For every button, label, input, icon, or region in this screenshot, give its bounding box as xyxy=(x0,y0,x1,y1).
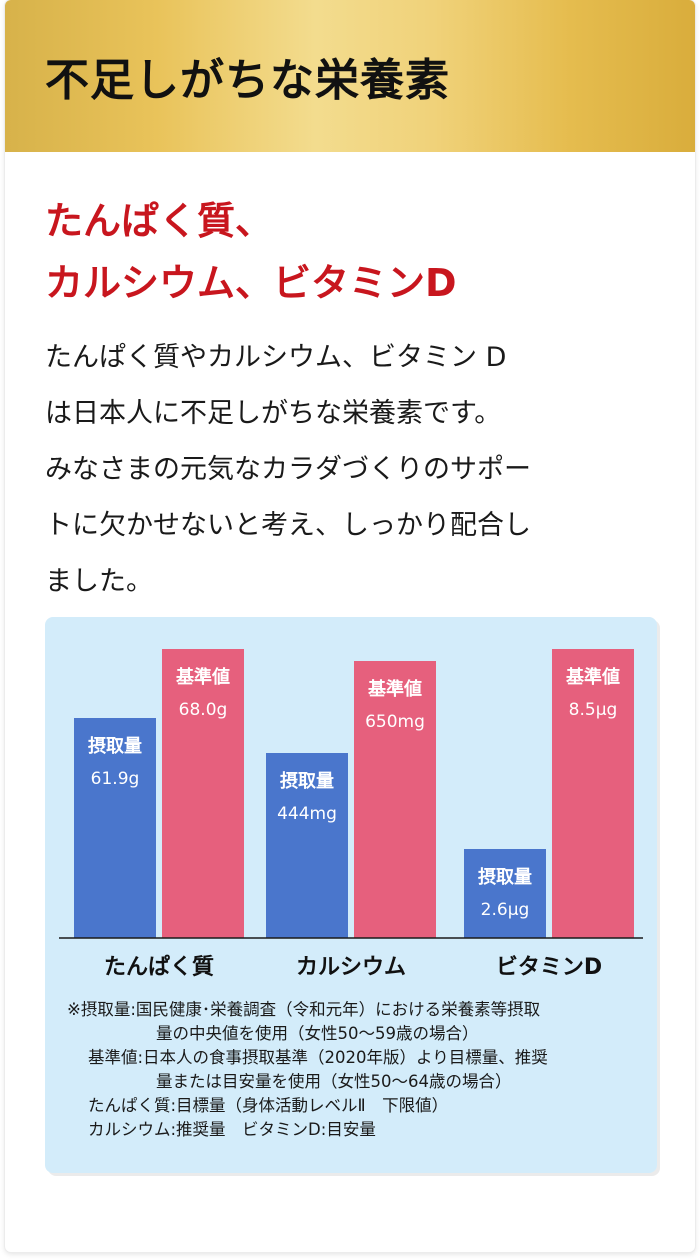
value-label: 61.9g xyxy=(91,769,140,789)
description-line: は日本人に不足しがちな栄養素です。 xyxy=(45,398,502,429)
subtitle-line: たんぱく質、 xyxy=(45,199,274,243)
description-line: みなさまの元気なカラダづくりのサポー xyxy=(45,454,531,485)
note-line: ※摂取量:国民健康･栄養調査（令和元年）における栄養素等摂取 xyxy=(67,1000,541,1019)
value-label: 8.5μg xyxy=(569,700,618,720)
series-label: 基準値 xyxy=(175,666,230,688)
intake-bar-2 xyxy=(266,753,348,938)
note-line: たんぱく質:目標量（身体活動レベルⅡ 下限値） xyxy=(88,1096,449,1115)
bar-chart: 摂取量 61.9g 摂取量 444mg 摂取量 2.6μg 基準値 68.0g 基準値 650mg… xyxy=(59,649,643,980)
note-line: 基準値:日本人の食事摂取基準（2020年版）より目標量、推奨 xyxy=(88,1048,548,1067)
category-label: ビタミンD xyxy=(496,955,602,980)
description-line: トに欠かせないと考え、しっかり配合し xyxy=(45,510,531,541)
header-banner: 不足しがちな栄養素 xyxy=(5,0,695,152)
series-label: 摂取量 xyxy=(478,866,532,888)
standard-bar-2 xyxy=(354,661,436,938)
value-label: 68.0g xyxy=(179,700,228,720)
description-text: たんぱく質やカルシウム、ビタミン D は日本人に不足しがちな栄養素です。 みなさ… xyxy=(45,330,665,610)
series-label: 基準値 xyxy=(367,678,422,700)
series-label: 基準値 xyxy=(565,666,620,688)
chart-notes: ※摂取量:国民健康･栄養調査（令和元年）における栄養素等摂取 量の中央値を使用（… xyxy=(67,998,657,1142)
nutrient-card: 不足しがちな栄養素 たんぱく質、 カルシウム、ビタミンD たんぱく質やカルシウム… xyxy=(5,0,695,1252)
series-label: 摂取量 xyxy=(280,770,334,792)
standard-bar-3 xyxy=(552,649,634,938)
intake-bar-3 xyxy=(464,849,546,938)
subtitle-line: カルシウム、ビタミンD xyxy=(45,261,457,305)
note-line: カルシウム:推奨量 ビタミンD:目安量 xyxy=(88,1120,376,1139)
note-line: 量または目安量を使用（女性50～64歳の場合） xyxy=(156,1072,512,1091)
description-line: ました。 xyxy=(45,566,153,597)
nutrient-subtitle: たんぱく質、 カルシウム、ビタミンD xyxy=(45,190,665,314)
value-label: 2.6μg xyxy=(481,900,530,920)
chart-panel: 摂取量 61.9g 摂取量 444mg 摂取量 2.6μg 基準値 68.0g 基準値 650mg… xyxy=(45,617,657,1173)
description-line: たんぱく質やカルシウム、ビタミン D xyxy=(45,342,507,373)
series-label: 摂取量 xyxy=(88,735,142,757)
note-line: 量の中央値を使用（女性50～59歳の場合） xyxy=(156,1024,479,1043)
intake-bar-1 xyxy=(74,718,156,938)
value-label: 650mg xyxy=(365,712,425,732)
value-label: 444mg xyxy=(277,804,337,824)
category-label: カルシウム xyxy=(296,955,406,980)
page-title: 不足しがちな栄養素 xyxy=(45,55,450,106)
category-label: たんぱく質 xyxy=(104,954,214,980)
standard-bar-1 xyxy=(162,649,244,938)
